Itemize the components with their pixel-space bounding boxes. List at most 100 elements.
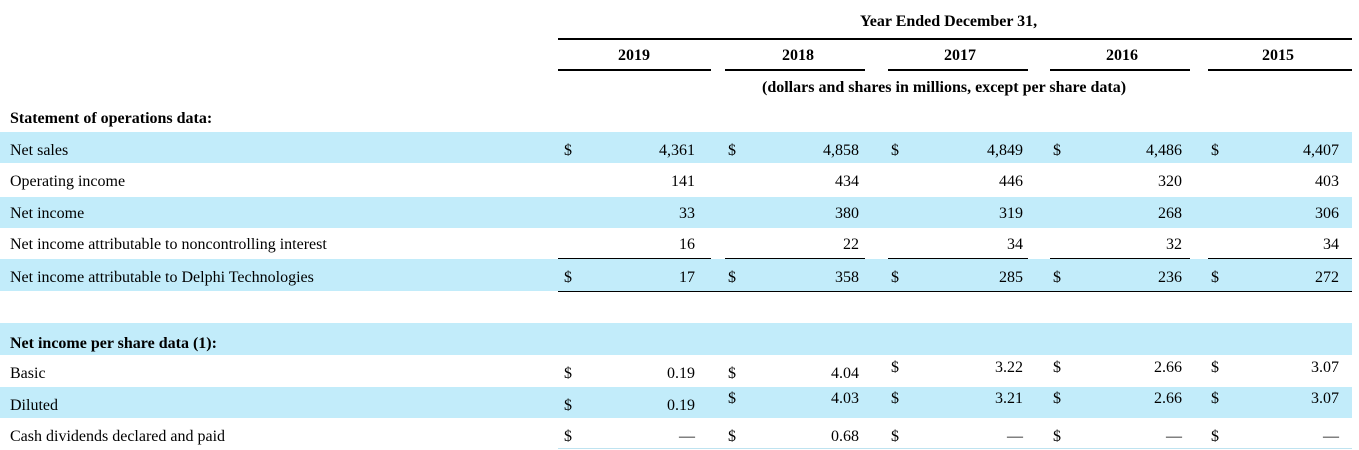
row-band-diluted <box>0 387 1352 418</box>
currency-symbol: $ <box>1053 390 1061 407</box>
diluted-eps-2017: 3.21 <box>995 390 1023 407</box>
currency-symbol: $ <box>1053 142 1061 159</box>
subtotal-rule-2018 <box>725 258 865 259</box>
operating-income-2017: 446 <box>999 173 1023 190</box>
row-label-attrib-delphi: Net income attributable to Delphi Techno… <box>10 269 314 286</box>
row-band-net-sales <box>0 132 1352 163</box>
cash-dividends-2018: 0.68 <box>831 428 859 445</box>
diluted-eps-2015: 3.07 <box>1311 390 1339 407</box>
units-note: (dollars and shares in millions, except … <box>762 79 1127 96</box>
column-group-title: Year Ended December 31, <box>860 13 1038 30</box>
noncontrolling-2017: 34 <box>1007 236 1023 253</box>
basic-eps-2017: 3.22 <box>995 359 1023 376</box>
row-label-cash-dividends: Cash dividends declared and paid <box>10 428 226 445</box>
year-underline-2017 <box>888 69 1028 71</box>
basic-eps-2019: 0.19 <box>667 365 695 382</box>
year-underline-2015 <box>1208 69 1352 71</box>
currency-symbol: $ <box>564 142 572 159</box>
subtotal-rule-2019 <box>558 258 711 259</box>
operating-income-2015: 403 <box>1315 173 1339 190</box>
net-income-2019: 33 <box>679 205 695 222</box>
currency-symbol: $ <box>1211 359 1219 376</box>
net-sales-2017: 4,849 <box>987 142 1023 159</box>
year-header-2015: 2015 <box>1262 47 1294 64</box>
row-band-net-income <box>0 197 1352 228</box>
currency-symbol: $ <box>1211 390 1219 407</box>
currency-symbol: $ <box>1211 269 1219 286</box>
net-income-2017: 319 <box>999 205 1023 222</box>
currency-symbol: $ <box>1053 359 1061 376</box>
year-underline-2016 <box>1050 69 1190 71</box>
attrib-delphi-2015: 272 <box>1315 269 1339 286</box>
currency-symbol: $ <box>564 428 572 445</box>
diluted-eps-2016: 2.66 <box>1154 390 1182 407</box>
basic-eps-2018: 4.04 <box>831 365 859 382</box>
currency-symbol: $ <box>891 428 899 445</box>
currency-symbol: $ <box>564 397 572 414</box>
year-underline-2019 <box>558 69 711 71</box>
total-rule-a <box>558 291 1352 292</box>
row-band-attrib-delphi <box>0 259 1352 291</box>
subtotal-rule-2016 <box>1050 258 1190 259</box>
cash-dividends-2015: — <box>1323 428 1339 445</box>
currency-symbol: $ <box>728 269 736 286</box>
currency-symbol: $ <box>728 142 736 159</box>
year-header-2019: 2019 <box>618 47 650 64</box>
noncontrolling-2015: 34 <box>1323 236 1339 253</box>
cash-dividends-2019: — <box>679 428 695 445</box>
currency-symbol: $ <box>891 269 899 286</box>
row-label-net-income: Net income <box>10 205 85 222</box>
currency-symbol: $ <box>564 269 572 286</box>
subtotal-rule-2017 <box>888 258 1028 259</box>
currency-symbol: $ <box>1053 269 1061 286</box>
noncontrolling-2016: 32 <box>1166 236 1182 253</box>
currency-symbol: $ <box>1211 428 1219 445</box>
net-sales-2019: 4,361 <box>659 142 695 159</box>
row-label-noncontrolling: Net income attributable to noncontrollin… <box>10 236 327 253</box>
row-label-basic: Basic <box>10 365 46 382</box>
cash-dividends-2017: — <box>1007 428 1023 445</box>
operating-income-2019: 141 <box>671 173 695 190</box>
net-sales-2015: 4,407 <box>1303 142 1339 159</box>
year-header-2016: 2016 <box>1106 47 1138 64</box>
attrib-delphi-2018: 358 <box>835 269 859 286</box>
currency-symbol: $ <box>891 359 899 376</box>
currency-symbol: $ <box>728 390 736 407</box>
operating-income-2016: 320 <box>1158 173 1182 190</box>
subtotal-rule-2015 <box>1208 258 1352 259</box>
net-sales-2016: 4,486 <box>1146 142 1182 159</box>
currency-symbol: $ <box>891 142 899 159</box>
operating-income-2018: 434 <box>835 173 859 190</box>
section-operations-title: Statement of operations data: <box>10 110 213 127</box>
net-income-2016: 268 <box>1158 205 1182 222</box>
currency-symbol: $ <box>728 365 736 382</box>
noncontrolling-2019: 16 <box>679 236 695 253</box>
currency-symbol: $ <box>1211 142 1219 159</box>
noncontrolling-2018: 22 <box>843 236 859 253</box>
cash-dividends-2016: — <box>1166 428 1182 445</box>
row-label-diluted: Diluted <box>10 397 58 414</box>
net-income-2018: 380 <box>835 205 859 222</box>
currency-symbol: $ <box>564 365 572 382</box>
diluted-eps-2019: 0.19 <box>667 397 695 414</box>
net-sales-2018: 4,858 <box>823 142 859 159</box>
attrib-delphi-2019: 17 <box>679 269 695 286</box>
row-label-operating-income: Operating income <box>10 173 126 190</box>
net-income-2015: 306 <box>1315 205 1339 222</box>
basic-eps-2016: 2.66 <box>1154 359 1182 376</box>
section-per-share-title: Net income per share data (1): <box>10 335 217 352</box>
row-band-per-share-header <box>0 323 1352 355</box>
basic-eps-2015: 3.07 <box>1311 359 1339 376</box>
year-header-2018: 2018 <box>782 47 814 64</box>
currency-symbol: $ <box>891 390 899 407</box>
year-header-2017: 2017 <box>944 47 976 64</box>
attrib-delphi-2017: 285 <box>999 269 1023 286</box>
header-rule-top <box>558 38 1352 40</box>
attrib-delphi-2016: 236 <box>1158 269 1182 286</box>
bottom-rule <box>558 448 1352 449</box>
row-label-net-sales: Net sales <box>10 142 69 159</box>
year-underline-2018 <box>725 69 865 71</box>
currency-symbol: $ <box>728 428 736 445</box>
diluted-eps-2018: 4.03 <box>831 390 859 407</box>
currency-symbol: $ <box>1053 428 1061 445</box>
